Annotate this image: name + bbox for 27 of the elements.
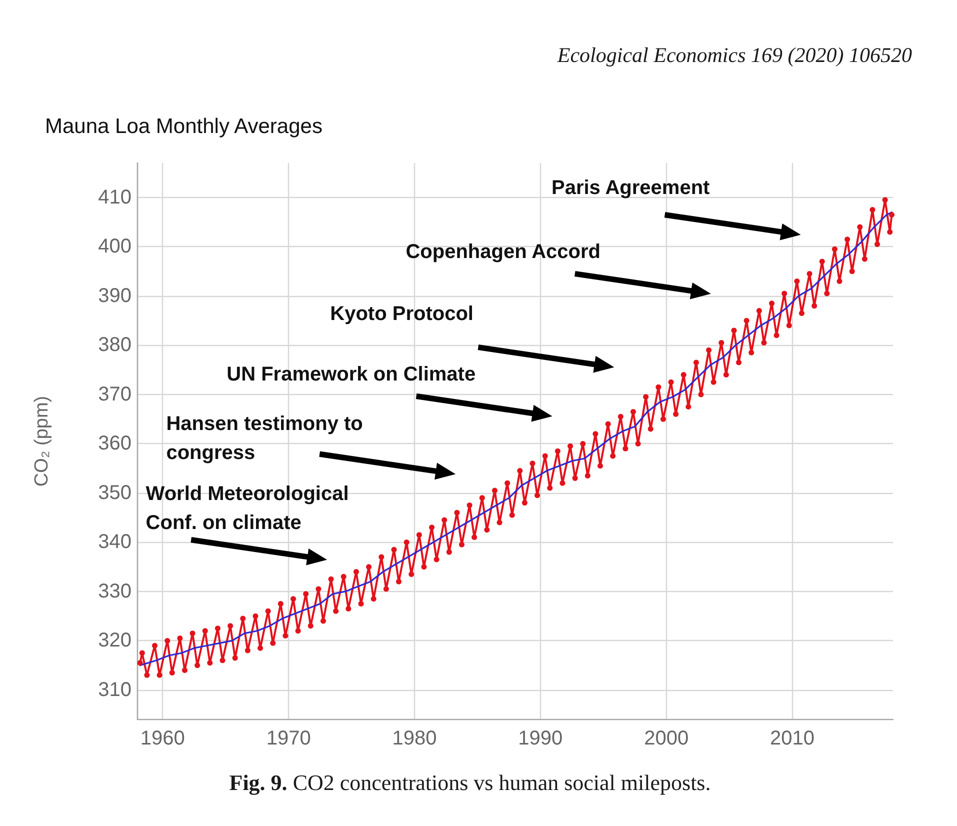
annotation: Paris Agreement <box>552 177 710 200</box>
annotation: Copenhagen Accord <box>406 241 601 264</box>
chart-title: Mauna Loa Monthly Averages <box>45 115 322 138</box>
x-tick-label: 1980 <box>392 728 437 750</box>
annotation: World Meteorological Conf. on climate <box>146 483 349 534</box>
y-tick-label: 310 <box>98 678 132 701</box>
y-tick-label: 360 <box>98 432 132 455</box>
text: Ecological Economics 169 (2020) 106520 <box>556 43 912 67</box>
x-tick-label: 1960 <box>140 728 185 750</box>
caption: Fig. 9. CO2 concentrations vs human social mileposts. <box>229 770 711 795</box>
y-tick-label: 340 <box>98 531 132 554</box>
y-tick-label: 370 <box>98 383 132 406</box>
x-tick-label: 2000 <box>644 728 689 750</box>
y-tick-label: 390 <box>98 284 132 307</box>
y-tick-label: 350 <box>98 482 132 504</box>
y-tick-label: 330 <box>98 580 132 602</box>
y-axis-title: CO₂ (ppm) <box>32 396 52 487</box>
x-tick-label: 1990 <box>518 728 563 750</box>
annotation: Kyoto Protocol <box>330 302 474 325</box>
annotation: Hansen testimony to congress <box>166 413 363 464</box>
y-tick-label: 400 <box>98 236 132 258</box>
annotation: UN Framework on Climate <box>226 363 476 386</box>
y-tick-label: 410 <box>98 186 132 208</box>
y-tick-label: 320 <box>98 630 132 652</box>
y-tick-label: 380 <box>98 334 132 356</box>
x-tick-label: 2010 <box>770 728 815 750</box>
x-tick-label: 1970 <box>266 728 311 750</box>
